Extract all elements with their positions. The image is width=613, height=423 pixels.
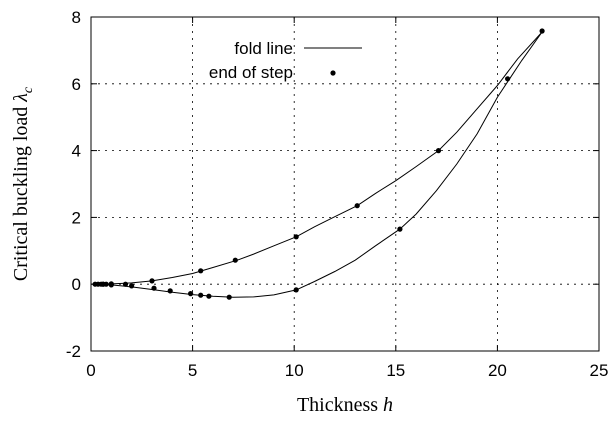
x-axis-title-text: Thickness [297, 394, 378, 416]
fold-line-curve [95, 31, 543, 298]
end-of-step-point [188, 291, 194, 297]
plot-frame [90, 16, 600, 352]
x-tick-label: 25 [590, 361, 609, 380]
end-of-step-point [293, 234, 299, 240]
end-of-step-point [198, 292, 204, 298]
end-of-step-point [149, 278, 155, 284]
end-of-step-point [129, 283, 135, 289]
y-axis-title-subscript: c [21, 86, 36, 93]
tick-labels: 0 5 10 15 20 25 -2 0 2 4 6 8 [66, 8, 609, 380]
end-of-step-point [122, 281, 129, 287]
end-of-step-point [198, 268, 204, 274]
end-of-step-point [206, 293, 212, 299]
legend-label-fold-line: fold line [234, 39, 293, 58]
end-of-step-point [232, 257, 238, 263]
x-axis-title-symbol: h [383, 394, 393, 416]
x-axis-title: Thickness h [297, 394, 393, 416]
y-tick-label: 2 [72, 208, 81, 227]
x-tick-label: 0 [86, 361, 95, 380]
end-of-step-point [435, 148, 442, 154]
legend-label-end-of-step: end of step [209, 63, 293, 82]
y-tick-label: 8 [72, 8, 81, 27]
end-of-step-point [539, 28, 545, 34]
axis-ticks [90, 16, 600, 352]
end-of-step-point [100, 281, 106, 287]
legend: fold line end of step [209, 39, 362, 82]
end-of-step-point [397, 226, 403, 232]
series [92, 28, 545, 300]
x-tick-label: 15 [386, 361, 405, 380]
x-tick-label: 10 [285, 361, 304, 380]
end-of-step-point [167, 288, 173, 294]
x-tick-label: 5 [188, 361, 197, 380]
end-of-step-point [354, 203, 360, 209]
y-tick-label: 4 [72, 142, 81, 161]
y-tick-label: 0 [72, 275, 81, 294]
x-tick-label: 20 [488, 361, 507, 380]
y-axis-title: Critical buckling load λc [10, 86, 36, 281]
end-of-step-point [505, 76, 511, 82]
end-of-step-point [293, 287, 299, 293]
grid-lines [91, 17, 599, 351]
fold-line-curve [95, 31, 543, 285]
end-of-step-point [226, 294, 232, 300]
end-of-step-point [151, 285, 157, 291]
y-axis-title-symbol: λ [10, 93, 32, 103]
legend-swatch-end-of-step [330, 70, 336, 76]
y-tick-label: -2 [66, 342, 81, 361]
y-axis-title-text: Critical buckling load [10, 107, 32, 281]
y-tick-label: 6 [72, 75, 81, 94]
end-of-step-point [108, 281, 114, 287]
